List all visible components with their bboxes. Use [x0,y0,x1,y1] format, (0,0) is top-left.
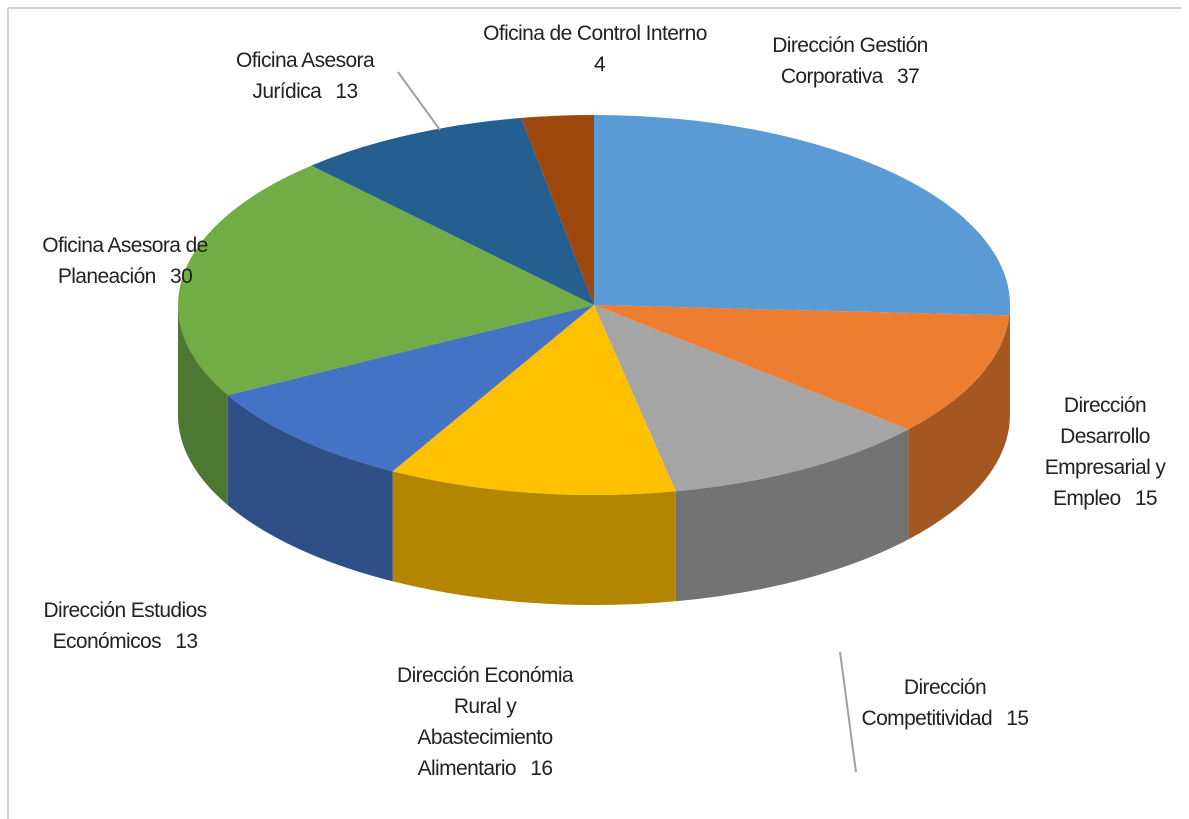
slice-side-shade [392,471,676,605]
category-label: Dirección Económia Rural y Abastecimient… [397,664,574,780]
slice-side-shade [178,305,228,506]
slice-side [227,395,393,582]
category-label: Oficina Asesora de Planeación [42,234,208,288]
value-label: 15 [1134,487,1158,510]
value-label: 13 [335,80,358,103]
slice-side-shade [1009,305,1010,426]
slice-side-shade [675,429,909,602]
slice [594,305,1010,430]
category-label: Dirección Desarrollo Empresarial y Emple… [1044,394,1166,510]
category-label: Dirección Competitividad [861,676,993,730]
value-label: 30 [170,265,193,288]
slice [177,165,594,396]
slice-side [675,429,909,602]
data-label: Dirección Gestión Corporativa 37 [750,30,950,92]
slice [594,305,909,492]
data-label: Oficina Asesora de Planeación 30 [10,230,240,292]
value-label: 16 [530,757,553,780]
leader-line [397,71,441,131]
slice-side [1009,305,1010,426]
value-label: 13 [175,630,198,653]
category-label: Dirección Gestión Corporativa [772,34,928,88]
data-label: Dirección Competitividad 15 [845,672,1045,734]
value-label: 15 [1006,707,1029,730]
value-label: 4 [593,53,606,76]
value-label: 37 [897,65,920,88]
category-label: Oficina de Control Interno [483,22,707,45]
pie [177,115,1010,605]
leader-line [839,651,857,773]
category-label: Dirección Estudios Económicos [43,599,207,653]
slice [311,117,594,305]
data-label: Oficina Asesora Jurídica 13 [200,45,410,107]
slice-side [908,315,1010,540]
data-label: Dirección Estudios Económicos 13 [10,595,240,657]
data-label: Oficina de Control Interno 4 [475,18,715,80]
category-label: Oficina Asesora Jurídica [235,49,375,103]
slice [521,115,594,305]
slice [392,305,676,495]
slice [594,115,1010,316]
slice-side [178,305,228,506]
slice-side-shade [227,395,393,582]
data-label: Dirección Desarrollo Empresarial y Emple… [1020,390,1189,514]
slice [227,305,594,472]
slice-side-shade [908,315,1010,540]
slice-side [392,471,676,605]
data-label: Dirección Económia Rural y Abastecimient… [385,660,585,784]
